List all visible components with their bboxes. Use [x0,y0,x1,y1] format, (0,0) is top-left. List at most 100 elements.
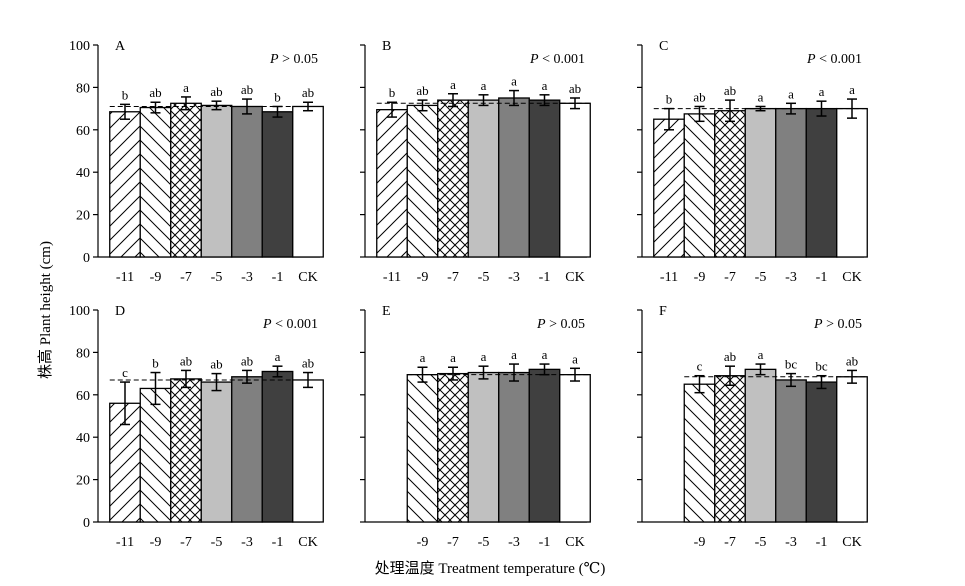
bar--3 [231,105,263,258]
p-value-label: P > 0.05 [269,52,318,67]
x-tick-label: CK [842,270,861,285]
significance-letter: ab [210,84,222,99]
x-tick-label: CK [842,535,861,550]
significance-letter: a [542,347,548,362]
bar--7 [714,375,746,523]
x-tick-label: -5 [211,535,223,550]
significance-letter: bc [815,359,828,374]
bar--7 [437,372,469,523]
panel-A: 0 20 40 60 80 100 A P > 0.05 -11 b -9 ab -7 a -5 ab -3 ab… [69,39,324,285]
y-tick-label: 60 [76,389,90,404]
significance-letter: a [542,78,548,93]
bar--11 [653,118,685,258]
y-tick-label: 80 [76,81,90,96]
y-tick-label: 100 [69,39,90,54]
bar--9 [139,106,172,258]
significance-letter: a [788,86,794,101]
significance-letter: c [697,359,703,374]
bar--7 [170,102,202,258]
x-tick-label: -1 [816,535,828,550]
x-tick-label: CK [565,535,584,550]
panel-letter: E [382,304,391,319]
panel-letter: A [115,39,126,54]
bar--9 [683,383,716,523]
significance-letter: b [122,87,129,102]
x-tick-label: CK [565,270,584,285]
y-axis-title: 株高 Plant height (cm) [37,241,54,379]
bar--5 [200,381,233,523]
x-tick-label: -3 [508,270,520,285]
bar--3 [231,376,263,523]
significance-letter: a [758,347,764,362]
y-tick-label: 80 [76,346,90,361]
significance-letter: bc [785,357,798,372]
y-tick-label: 60 [76,124,90,139]
significance-letter: ab [724,83,736,98]
x-tick-label: -1 [272,270,284,285]
significance-letter: a [758,89,764,104]
x-tick-label: -5 [755,535,767,550]
significance-letter: a [572,351,578,366]
x-tick-label: -7 [447,535,459,550]
significance-letter: b [274,89,281,104]
x-tick-label: -9 [150,270,162,285]
significance-letter: a [275,349,281,364]
bar--5 [467,99,500,258]
x-tick-label: -5 [478,535,490,550]
p-value-label: P > 0.05 [813,317,862,332]
bar-CK [292,379,324,523]
x-tick-label: -7 [180,270,192,285]
significance-letter: ab [693,89,705,104]
x-tick-label: -1 [816,270,828,285]
bar--3 [775,107,807,258]
bar--7 [170,378,202,523]
significance-letter: ab [241,353,253,368]
y-tick-label: 0 [83,251,90,266]
y-tick-label: 20 [76,209,90,224]
y-tick-label: 100 [69,304,90,319]
x-tick-label: -3 [785,270,797,285]
y-tick-label: 0 [83,516,90,531]
bar--1 [261,111,294,258]
x-tick-label: -11 [383,270,401,285]
x-tick-label: -9 [417,535,429,550]
bar--9 [406,374,439,523]
y-tick-label: 20 [76,474,90,489]
x-tick-label: -5 [211,270,223,285]
bar--1 [528,99,561,258]
significance-letter: a [481,78,487,93]
significance-letter: ab [724,349,736,364]
significance-letter: ab [846,353,858,368]
panel-letter: F [659,304,667,319]
significance-letter: b [389,85,396,100]
bar--5 [467,371,500,523]
x-tick-label: -3 [241,535,253,550]
significance-letter: a [450,350,456,365]
x-tick-label: -7 [180,535,192,550]
p-value-label: P < 0.001 [262,317,318,332]
significance-letter: ab [180,353,192,368]
significance-letter: a [819,84,825,99]
x-tick-label: -1 [539,270,551,285]
bar--9 [139,387,172,523]
significance-letter: ab [241,82,253,97]
significance-letter: a [481,349,487,364]
x-tick-label: -11 [116,270,134,285]
x-tick-label: CK [298,270,317,285]
bar-CK [292,105,324,258]
panel-letter: C [659,39,668,54]
significance-letter: a [183,80,189,95]
panel-B: B P < 0.001 -11 b -9 ab -7 a -5 a -3 a -1 a CK ab [360,39,591,285]
y-tick-label: 40 [76,166,90,181]
x-tick-label: -11 [660,270,678,285]
significance-letter: ab [302,356,314,371]
panel-C: C P < 0.001 -11 b -9 ab -7 ab -5 a -3 a -1 a CK a [637,39,868,285]
significance-letter: ab [569,81,581,96]
bar--3 [498,97,530,258]
x-tick-label: -9 [694,535,706,550]
significance-letter: a [450,77,456,92]
x-axis-title: 处理温度 Treatment temperature (℃) [375,560,606,577]
x-tick-label: -7 [724,535,736,550]
